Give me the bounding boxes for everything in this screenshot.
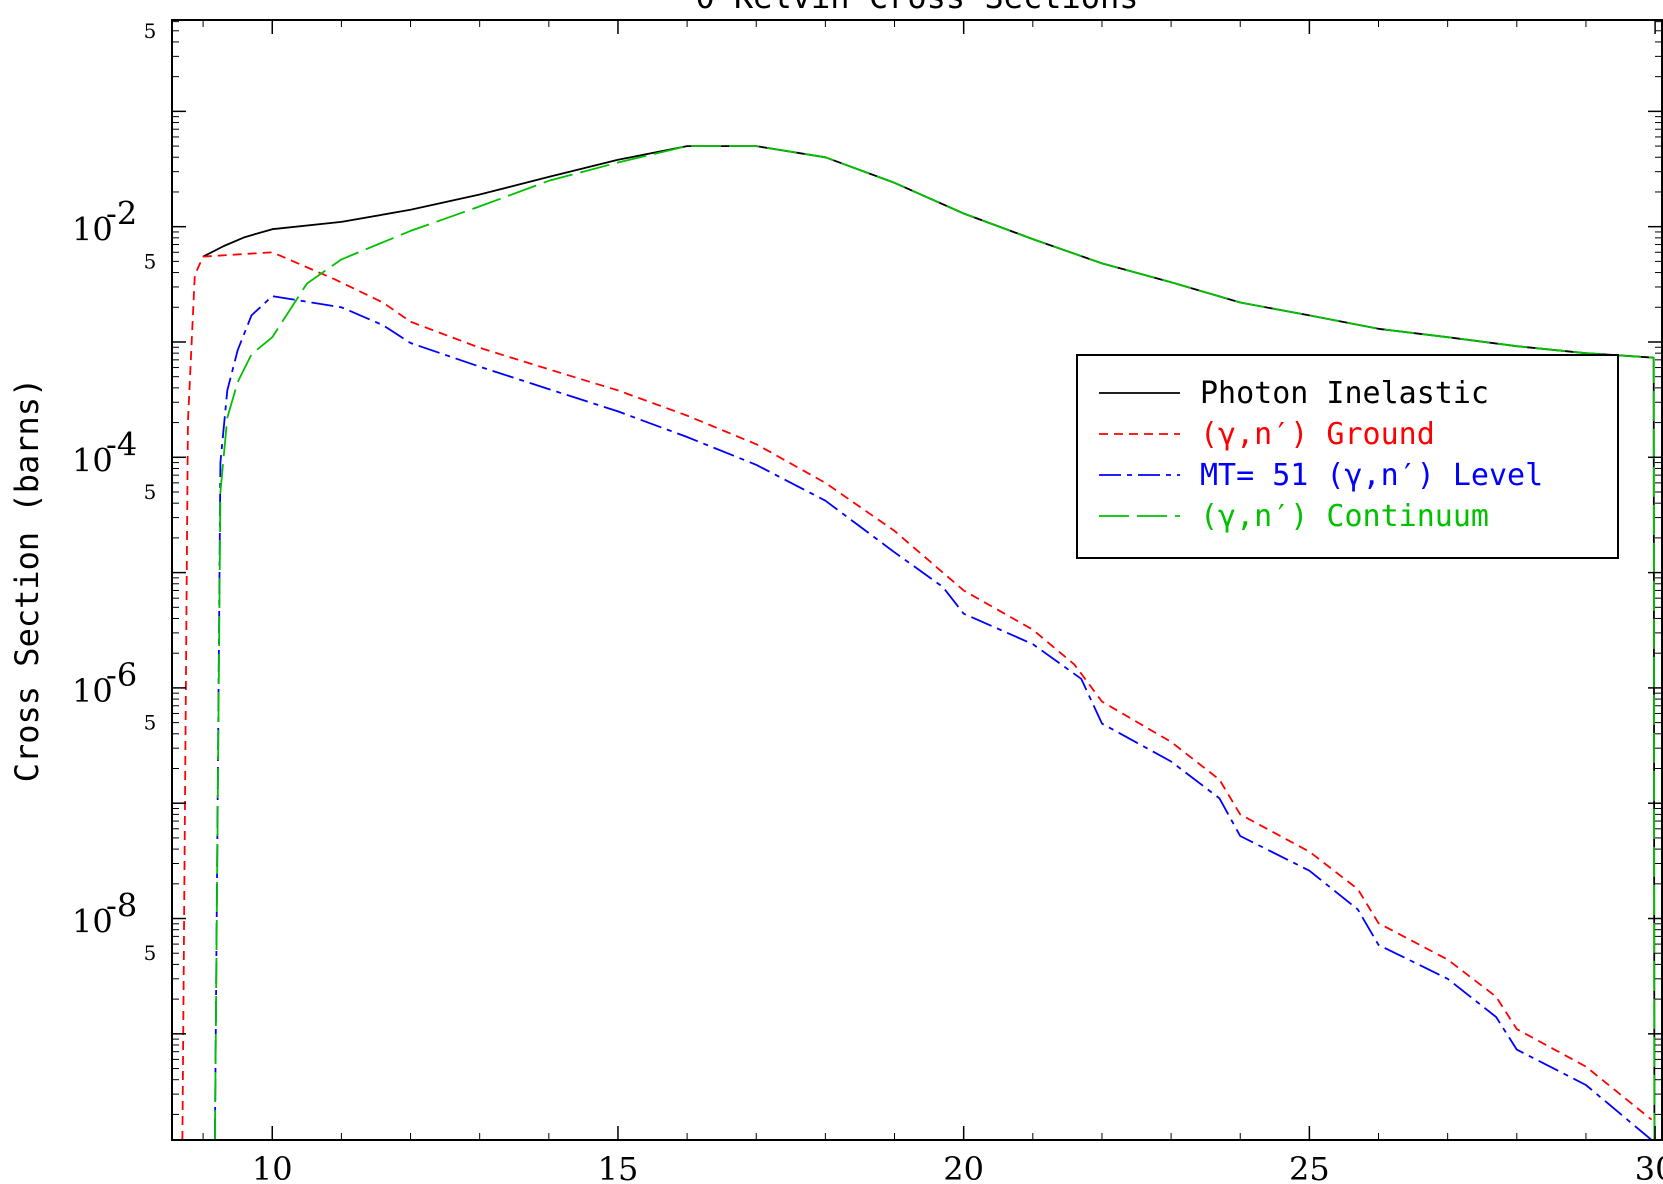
x-tick-label: 30 (1635, 1150, 1663, 1184)
legend: Photon Inelastic (γ,n′) Ground MT= 51 (γ,n… (1076, 354, 1619, 559)
y-tick-label: 10 (72, 672, 113, 710)
series-layer (181, 145, 1656, 1140)
y-tick-label-exponent: -8 (106, 887, 137, 925)
y-tick-label-exponent: -6 (106, 656, 137, 694)
y-tick-label-exponent: -2 (106, 195, 137, 233)
x-tick-label: 15 (598, 1150, 639, 1184)
y-axis-title: Cross Section (barns) (8, 378, 46, 783)
series-line-1 (181, 251, 1653, 1140)
y-tick-label: 10 (72, 903, 113, 941)
y-tick-label-exponent: -4 (106, 425, 137, 463)
x-axis: 10 15 20 25 30 (202, 20, 1663, 1184)
x-tick-label: 20 (943, 1150, 984, 1184)
legend-label-0: Photon Inelastic (1200, 376, 1489, 411)
legend-box (1076, 354, 1619, 559)
y-tick-label: 10 (72, 441, 113, 479)
plot-frame (171, 19, 1663, 1141)
x-tick-label: 25 (1289, 1150, 1330, 1184)
y-tick-label: 10 (72, 211, 113, 249)
y-minor-tick-label: 5 (144, 249, 157, 273)
chart-title: 0 Kelvin Cross Sections (695, 0, 1138, 16)
legend-label-2: MT= 51 (γ,n′) Level (1200, 458, 1543, 493)
legend-label-1: (γ,n′) Ground (1200, 417, 1435, 452)
x-tick-label: 10 (252, 1150, 293, 1184)
y-minor-tick-label: 5 (144, 711, 157, 735)
y-minor-tick-label: 5 (144, 19, 157, 43)
legend-label-3: (γ,n′) Continuum (1200, 499, 1489, 534)
series-line-0 (202, 145, 1656, 1140)
y-minor-tick-label: 5 (144, 480, 157, 504)
series-line-2 (214, 295, 1653, 1140)
series-line-3 (214, 145, 1656, 1140)
y-minor-tick-label: 5 (144, 941, 157, 965)
